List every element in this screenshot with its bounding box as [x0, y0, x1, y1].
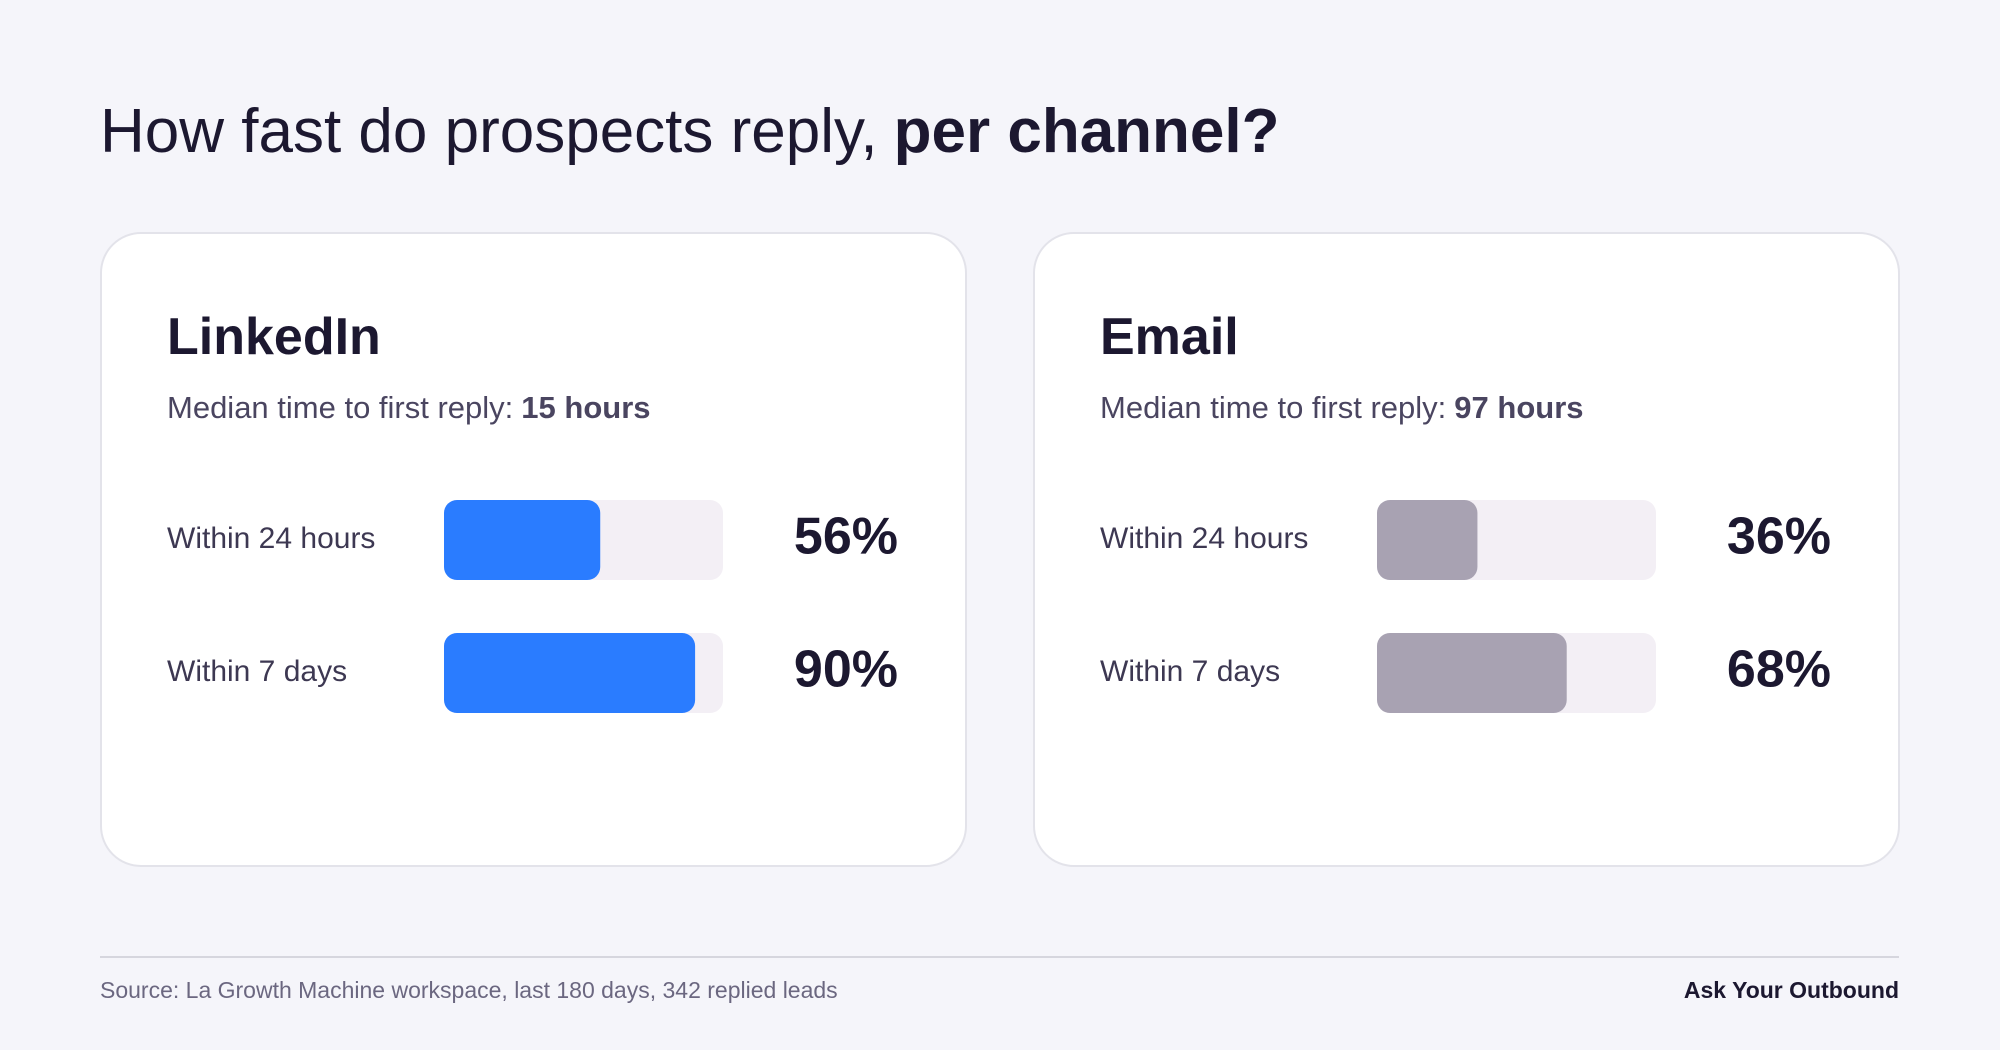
card-subtitle: Median time to first reply: 97 hours — [1100, 390, 1584, 425]
bar — [1377, 633, 1567, 713]
title-text: How fast do prospects reply, — [100, 97, 878, 166]
row-label: Within 24 hours — [167, 522, 375, 555]
value-label: 68% — [1727, 641, 1831, 699]
card-subtitle: Median time to first reply: 15 hours — [167, 390, 651, 425]
card-title: LinkedIn — [167, 308, 381, 366]
bar — [1377, 500, 1478, 580]
brand: Ask Your Outbound — [1684, 977, 1899, 1003]
subtitle-value: 15 hours — [521, 390, 650, 425]
value-label: 36% — [1727, 508, 1831, 566]
value-label: 90% — [794, 641, 898, 699]
bar — [444, 500, 601, 580]
title-emphasis: per channel? — [894, 97, 1280, 166]
card-title: Email — [1100, 308, 1239, 366]
row-label: Within 7 days — [1100, 655, 1280, 688]
source: Source: La Growth Machine workspace, las… — [100, 977, 838, 1003]
page-title: How fast do prospects reply, per channel? — [100, 97, 1280, 166]
value-label: 56% — [794, 508, 898, 566]
row-label: Within 7 days — [167, 655, 347, 688]
channel-card: LinkedIn Median time to first reply: 15 ho… — [100, 232, 967, 867]
channel-card: Email Median time to first reply: 97 hours… — [1033, 232, 1900, 867]
subtitle-label: Median time to first reply: — [1100, 390, 1446, 425]
subtitle-label: Median time to first reply: — [167, 390, 513, 425]
subtitle-value: 97 hours — [1454, 390, 1583, 425]
row-label: Within 24 hours — [1100, 522, 1308, 555]
bar — [444, 633, 696, 713]
